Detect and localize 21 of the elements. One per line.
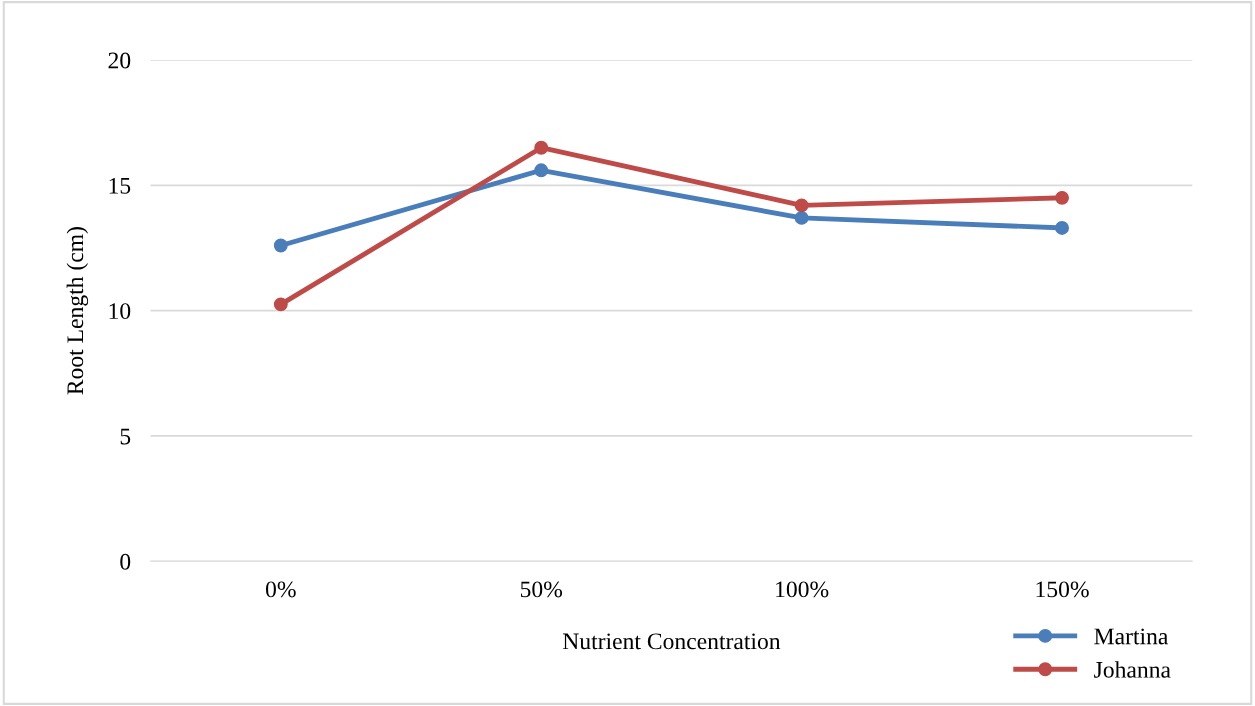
y-tick-label: 10: [109, 303, 131, 320]
point: [794, 210, 809, 225]
x-axis-title: Nutrient Concentration: [562, 633, 781, 650]
y-tick-label: 0: [120, 553, 131, 570]
legend-label: Johanna: [1094, 661, 1171, 678]
y-axis-title: Root Length (cm): [66, 227, 89, 395]
point: [1055, 220, 1069, 235]
point: [1055, 190, 1069, 205]
point: [273, 297, 288, 312]
legend-label: Martina: [1094, 628, 1169, 645]
point: [534, 163, 549, 178]
y-tick-label: 5: [120, 428, 131, 445]
x-tick-label: 100%: [776, 581, 829, 598]
y-tick-label: 15: [109, 177, 131, 194]
x-tick-label: 150%: [1036, 581, 1089, 598]
x-tick-label: 0%: [265, 581, 296, 598]
y-tick-label: 20: [108, 52, 131, 69]
point: [534, 140, 549, 155]
x-tick-label: 50%: [520, 581, 563, 598]
point: [273, 238, 288, 253]
point: [794, 198, 809, 213]
